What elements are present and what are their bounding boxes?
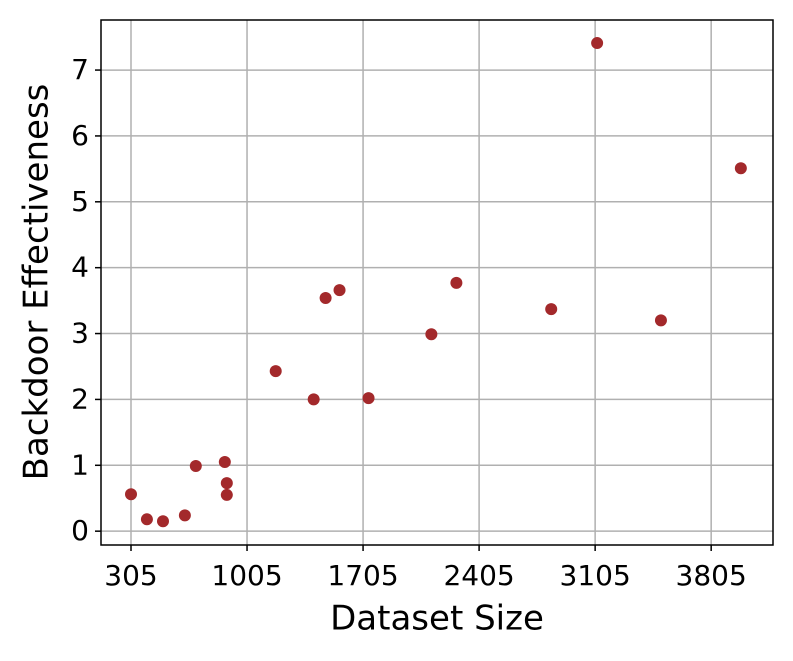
point (450, 276, 463, 289)
point (156, 515, 169, 528)
x-tick-label: 2405 (443, 559, 514, 592)
y-tick-label: 4 (71, 251, 89, 284)
point (218, 456, 231, 469)
point (734, 162, 747, 175)
x-tick-label: 1005 (211, 559, 282, 592)
point (269, 365, 282, 378)
x-axis-label: Dataset Size (330, 599, 544, 639)
point (591, 37, 604, 50)
point (654, 314, 667, 327)
x-tick-label: 305 (104, 559, 157, 592)
point (178, 509, 191, 522)
y-tick-label: 1 (71, 448, 89, 481)
point (140, 513, 153, 526)
point (220, 488, 233, 501)
y-tick-label: 0 (71, 514, 89, 547)
y-axis-label: Backdoor Effectiveness (17, 84, 57, 481)
point (125, 488, 138, 501)
x-tick-label: 1705 (327, 559, 398, 592)
point (319, 291, 332, 304)
plot-frame (100, 19, 774, 546)
y-tick-label: 3 (71, 317, 89, 350)
point (362, 392, 375, 405)
y-tick-label: 7 (71, 53, 89, 86)
y-tick-label: 6 (71, 119, 89, 152)
point (307, 393, 320, 406)
point (189, 459, 202, 472)
point (220, 477, 233, 490)
point (425, 328, 438, 341)
x-tick-label: 3805 (676, 559, 747, 592)
point (545, 303, 558, 316)
y-tick-label: 5 (71, 185, 89, 218)
x-tick-label: 3105 (560, 559, 631, 592)
point (333, 284, 346, 297)
y-tick-label: 2 (71, 382, 89, 415)
